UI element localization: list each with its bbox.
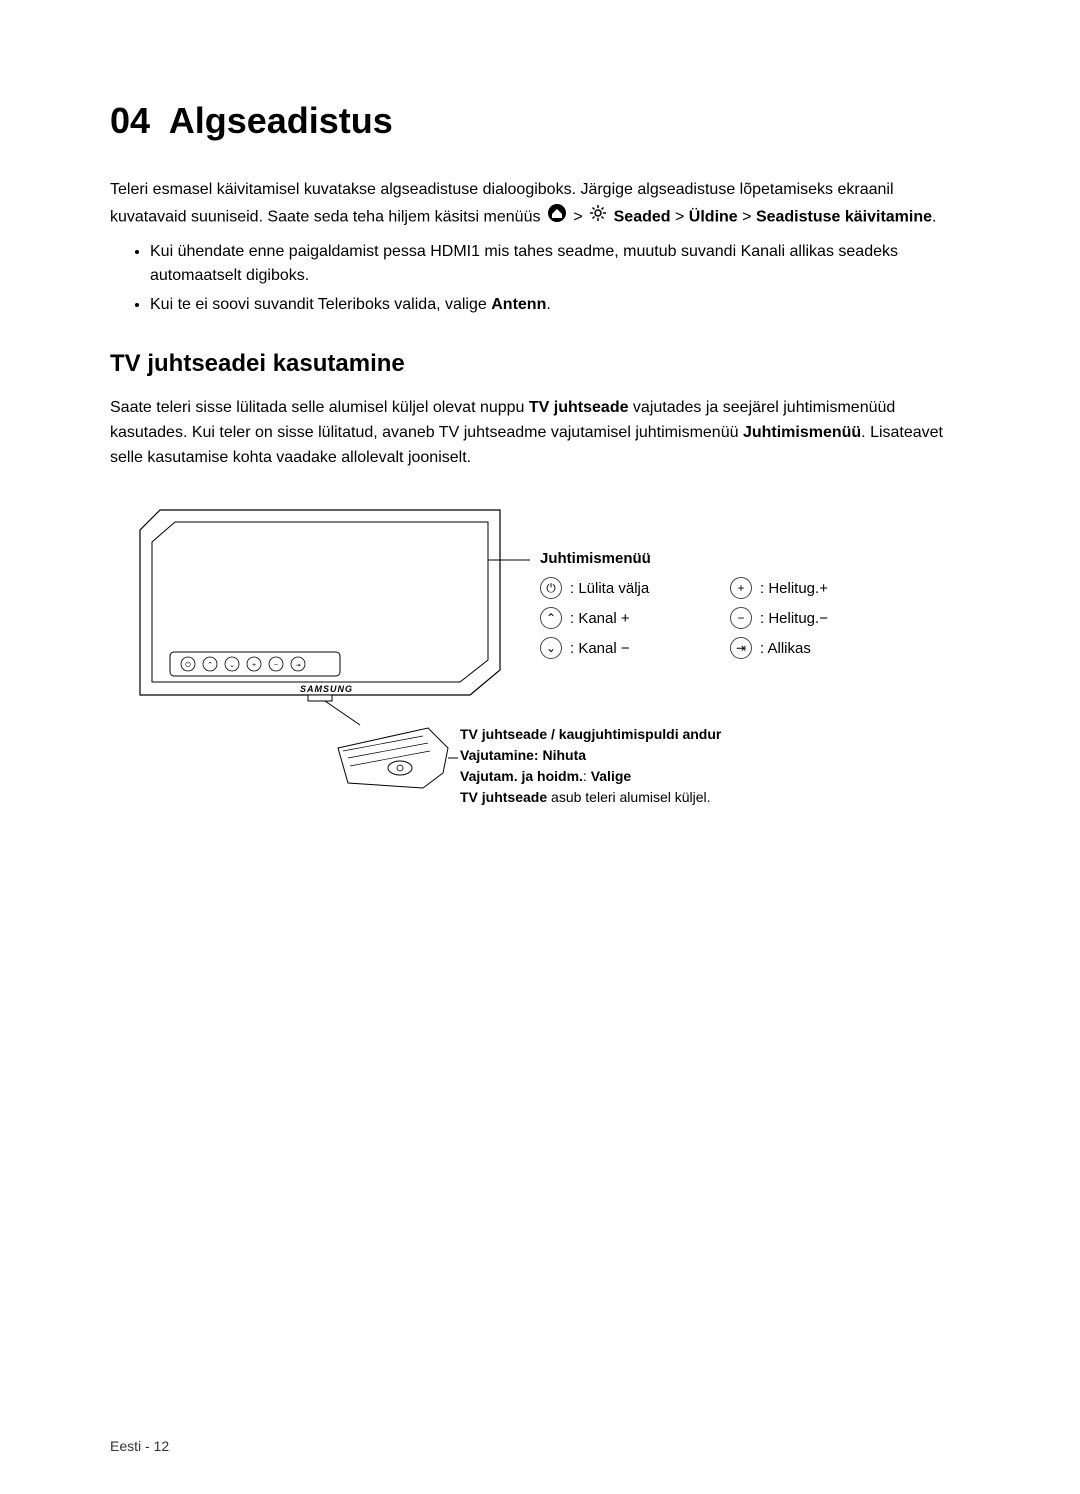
minus-icon: − bbox=[730, 607, 752, 629]
menu-label: : Allikas bbox=[760, 640, 811, 657]
chevron-up-icon: ⌃ bbox=[540, 607, 562, 629]
gear-icon bbox=[589, 204, 607, 231]
chapter-number: 04 bbox=[110, 100, 150, 141]
bullet-suffix: . bbox=[546, 296, 550, 313]
path-seaded: Seaded bbox=[614, 208, 671, 225]
section-heading: TV juhtseadei kasutamine bbox=[110, 350, 970, 378]
section-paragraph: Saate teleri sisse lülitada selle alumis… bbox=[110, 396, 970, 470]
source-icon: ⇥ bbox=[730, 637, 752, 659]
list-item: Kui ühendate enne paigaldamist pessa HDM… bbox=[150, 240, 970, 290]
menu-item-power: ⏻ : Lülita välja bbox=[540, 577, 700, 599]
svg-text:−: − bbox=[274, 662, 278, 669]
path-uldine: Üldine bbox=[689, 208, 738, 225]
svg-text:⌃: ⌃ bbox=[207, 661, 213, 669]
intro-bullets: Kui ühendate enne paigaldamist pessa HDM… bbox=[150, 240, 970, 318]
menu-label: : Helitug.− bbox=[760, 610, 828, 627]
controller-note-bold: TV juhtseade bbox=[460, 789, 547, 805]
chapter-name: Algseadistus bbox=[169, 100, 393, 141]
section-bold: TV juhtseade bbox=[529, 399, 629, 416]
control-menu-title: Juhtimismenüü bbox=[540, 550, 960, 567]
menu-item-chdown: ⌄ : Kanal − bbox=[540, 637, 700, 659]
controller-line: TV juhtseade asub teleri alumisel küljel… bbox=[460, 787, 960, 808]
chapter-title: 04 Algseadistus bbox=[110, 100, 970, 142]
section-text: Saate teleri sisse lülitada selle alumis… bbox=[110, 399, 529, 416]
tv-diagram: ⏻ ⌃ ⌄ + − ⇥ SAMSUNG Juhtimismenüü ⏻ : Lü… bbox=[130, 500, 990, 840]
controller-label: TV juhtseade / kaugjuhtimispuldi andur bbox=[460, 726, 721, 742]
controller-press-action: Nihuta bbox=[542, 747, 586, 763]
controller-illustration bbox=[328, 718, 458, 798]
bullet-text: Kui te ei soovi suvandit Teleriboks vali… bbox=[150, 296, 491, 313]
power-icon: ⏻ bbox=[540, 577, 562, 599]
svg-text:⏻: ⏻ bbox=[185, 661, 191, 669]
controller-line: Vajutamine: Nihuta bbox=[460, 745, 960, 766]
svg-text:⇥: ⇥ bbox=[295, 663, 300, 669]
control-menu-block: Juhtimismenüü ⏻ : Lülita välja + : Helit… bbox=[540, 550, 960, 659]
menu-item-volup: + : Helitug.+ bbox=[730, 577, 890, 599]
tv-illustration: ⏻ ⌃ ⌄ + − ⇥ SAMSUNG bbox=[130, 500, 530, 730]
menu-item-source: ⇥ : Allikas bbox=[730, 637, 890, 659]
controller-hold-action: Valige bbox=[591, 768, 631, 784]
menu-label: : Kanal − bbox=[570, 640, 630, 657]
home-icon bbox=[547, 203, 567, 232]
path-sep: > bbox=[742, 208, 756, 225]
controller-note: asub teleri alumisel küljel. bbox=[547, 789, 710, 805]
bullet-text: Kui ühendate enne paigaldamist pessa HDM… bbox=[150, 243, 898, 285]
menu-label: : Kanal + bbox=[570, 610, 630, 627]
svg-text:+: + bbox=[252, 662, 256, 669]
controller-press-label: Vajutamine: bbox=[460, 747, 542, 763]
menu-item-chup: ⌃ : Kanal + bbox=[540, 607, 700, 629]
controller-text-block: TV juhtseade / kaugjuhtimispuldi andur V… bbox=[460, 724, 960, 808]
bullet-bold: Antenn bbox=[491, 296, 546, 313]
menu-label: : Helitug.+ bbox=[760, 580, 828, 597]
intro-paragraph: Teleri esmasel käivitamisel kuvatakse al… bbox=[110, 178, 970, 232]
menu-label: : Lülita välja bbox=[570, 580, 649, 597]
path-seadistuse: Seadistuse käivitamine bbox=[756, 208, 932, 225]
path-sep: > bbox=[573, 208, 587, 225]
control-menu-grid: ⏻ : Lülita välja + : Helitug.+ ⌃ : Kanal… bbox=[540, 577, 960, 659]
footer-lang: Eesti bbox=[110, 1438, 141, 1454]
section-bold: Juhtimismenüü bbox=[743, 424, 861, 441]
path-sep: > bbox=[675, 208, 689, 225]
list-item: Kui te ei soovi suvandit Teleriboks vali… bbox=[150, 293, 970, 318]
controller-line: TV juhtseade / kaugjuhtimispuldi andur bbox=[460, 724, 960, 745]
chevron-down-icon: ⌄ bbox=[540, 637, 562, 659]
controller-sep: : bbox=[583, 768, 591, 784]
page-footer: Eesti - 12 bbox=[110, 1438, 169, 1454]
controller-hold-label: Vajutam. ja hoidm. bbox=[460, 768, 583, 784]
svg-text:SAMSUNG: SAMSUNG bbox=[300, 684, 353, 694]
footer-page: 12 bbox=[154, 1438, 170, 1454]
controller-line: Vajutam. ja hoidm.: Valige bbox=[460, 766, 960, 787]
plus-icon: + bbox=[730, 577, 752, 599]
svg-text:⌄: ⌄ bbox=[229, 662, 235, 669]
menu-item-voldown: − : Helitug.− bbox=[730, 607, 890, 629]
